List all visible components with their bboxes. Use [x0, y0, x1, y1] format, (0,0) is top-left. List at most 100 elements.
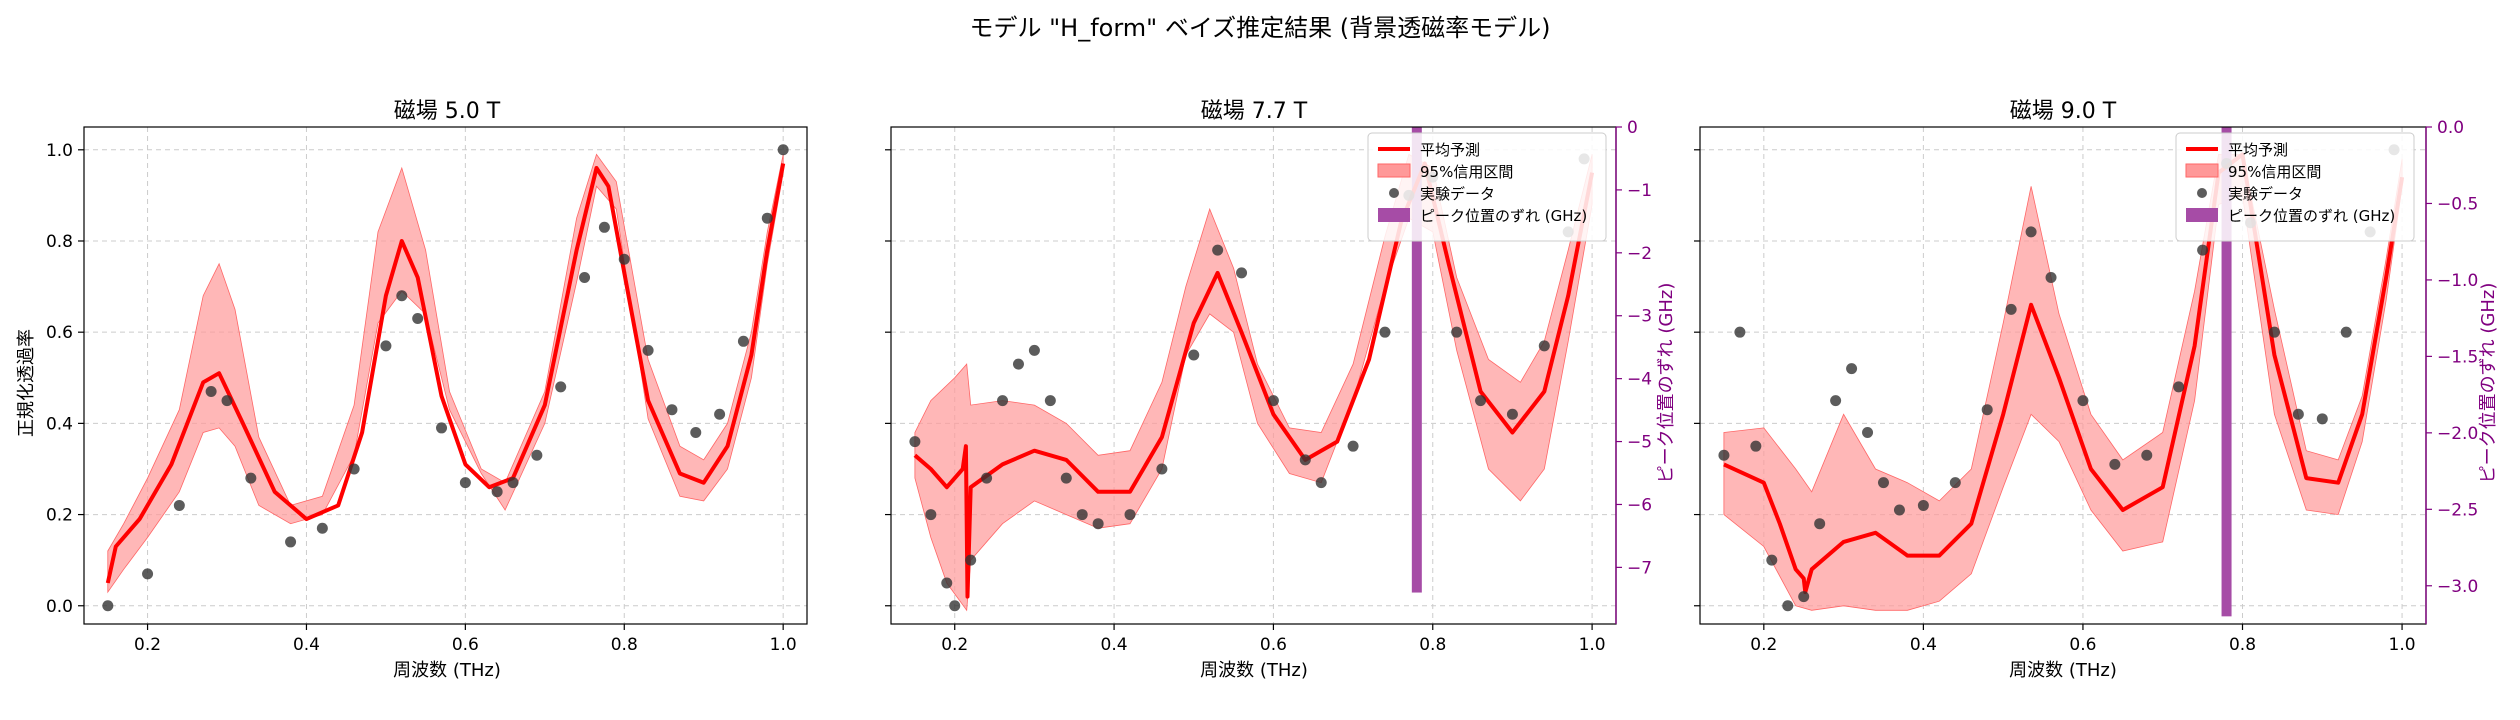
x-tick-label: 0.2 [134, 635, 161, 655]
data-point [412, 313, 424, 325]
panel-field-5-0: 磁場 5.0 T 周波数 (THz) 正規化透過率 0.2 0.4 0.6 0.8 1.… [16, 99, 808, 681]
data-point [2025, 226, 2037, 238]
data-point [2005, 303, 2017, 315]
data-point [142, 568, 154, 580]
y2-tick-label: −3 [1627, 307, 1652, 327]
data-point [436, 422, 448, 434]
data-point [1862, 426, 1874, 438]
peak-shift-bar [1411, 127, 1422, 593]
data-point [714, 408, 726, 420]
legend: 平均予測 95%信用区間 実験データ ピーク位置のずれ (GHz) [1367, 132, 1607, 242]
mean-prediction-line [913, 161, 1595, 599]
legend-shift-label: ピーク位置のずれ (GHz) [2228, 207, 2395, 225]
data-point [2340, 326, 2352, 338]
credible-interval-band [107, 153, 784, 594]
data-point [1451, 326, 1463, 338]
y2-tick-label: −5 [1627, 433, 1652, 453]
data-point [1750, 440, 1762, 452]
data-point [1893, 504, 1905, 516]
y2-tick-label: 0 [1627, 118, 1638, 138]
data-point [1917, 499, 1929, 511]
data-point [761, 212, 773, 224]
data-point [579, 271, 591, 283]
data-point [1315, 477, 1327, 489]
data-point [618, 253, 630, 265]
data-point [173, 499, 185, 511]
y2-axis-label: ピーク位置のずれ (GHz) [2478, 283, 2499, 484]
x-tick-label: 0.4 [293, 635, 320, 655]
figure-suptitle: モデル "H_form" ベイズ推定結果 (背景透磁率モデル) [970, 14, 1551, 42]
axes-frame [83, 126, 808, 625]
y-tick-label: 0.0 [46, 597, 73, 617]
data-point [1846, 363, 1858, 375]
data-point [2292, 408, 2304, 420]
data-point [1877, 477, 1889, 489]
data-point [949, 600, 961, 612]
data-point [666, 404, 678, 416]
legend-mean-label: 平均予測 [1420, 141, 1480, 159]
y2-tick-label: −3.0 [2437, 577, 2478, 597]
data-point [1766, 554, 1778, 566]
y2-tick-label: −7 [1627, 558, 1652, 578]
data-point [1267, 395, 1279, 407]
y-tick-label: 1.0 [46, 141, 73, 161]
x-axis-label: 周波数 (THz) [2009, 660, 2117, 681]
mean-prediction-line [105, 163, 786, 584]
data-point [1814, 518, 1826, 530]
legend-data-swatch [1389, 188, 1399, 198]
data-point [1379, 326, 1391, 338]
y-tick-label: 0.8 [46, 232, 73, 252]
data-point [1028, 344, 1040, 356]
x-tick-label: 0.4 [1910, 635, 1937, 655]
data-point [1718, 449, 1730, 461]
panel-field-7-7: 磁場 7.7 T 周波数 (THz) ピーク位置のずれ (GHz) 0.2 0.4… [885, 99, 1677, 681]
legend-data-label: 実験データ [1420, 185, 1495, 203]
legend-frame [1367, 132, 1607, 242]
legend-shift-label: ピーク位置のずれ (GHz) [1420, 207, 1587, 225]
data-point [1188, 349, 1200, 361]
data-point [965, 554, 977, 566]
data-point [2109, 458, 2121, 470]
data-point [1236, 267, 1248, 279]
x-tick-label: 0.2 [1750, 635, 1777, 655]
data-point [1060, 472, 1072, 484]
data-point [507, 477, 519, 489]
y2-tick-label: −6 [1627, 495, 1652, 515]
data-point [491, 486, 503, 498]
x-tick-label: 0.6 [1260, 635, 1287, 655]
y2-tick-label: −4 [1627, 370, 1652, 390]
data-point [1798, 591, 1810, 603]
data-point [941, 577, 953, 589]
x-tick-label: 0.6 [2069, 635, 2096, 655]
data-point [1782, 600, 1794, 612]
data-point [1981, 404, 1993, 416]
y2-tick-label: −1.5 [2437, 347, 2478, 367]
y2-tick-label: −1 [1627, 181, 1652, 201]
data-point [1076, 509, 1088, 521]
data-point [909, 436, 921, 448]
data-point [2141, 449, 2153, 461]
y2-tick-label: −1.0 [2437, 271, 2478, 291]
data-point [997, 395, 1009, 407]
data-point [316, 522, 328, 534]
y2-tick-label: 0.0 [2437, 118, 2464, 138]
legend-data-label: 実験データ [2228, 185, 2303, 203]
data-point [459, 477, 471, 489]
data-point [598, 221, 610, 233]
y-tick-label: 0.6 [46, 323, 73, 343]
data-point [205, 385, 217, 397]
data-point [690, 426, 702, 438]
x-axis-label: 周波数 (THz) [1200, 660, 1308, 681]
data-point [777, 144, 789, 156]
data-point [1212, 244, 1224, 256]
mean-prediction-line [1723, 152, 2405, 595]
y-tick-label: 0.4 [46, 414, 73, 434]
data-point [1012, 358, 1024, 370]
data-point [348, 463, 360, 475]
x-tick-label: 0.8 [611, 635, 638, 655]
panel-field-9-0: 磁場 9.0 T 周波数 (THz) ピーク位置のずれ (GHz) 0.2 0.4… [1694, 99, 2499, 681]
data-point [1044, 395, 1056, 407]
data-point [1949, 477, 1961, 489]
legend-shift-swatch [1378, 208, 1410, 222]
